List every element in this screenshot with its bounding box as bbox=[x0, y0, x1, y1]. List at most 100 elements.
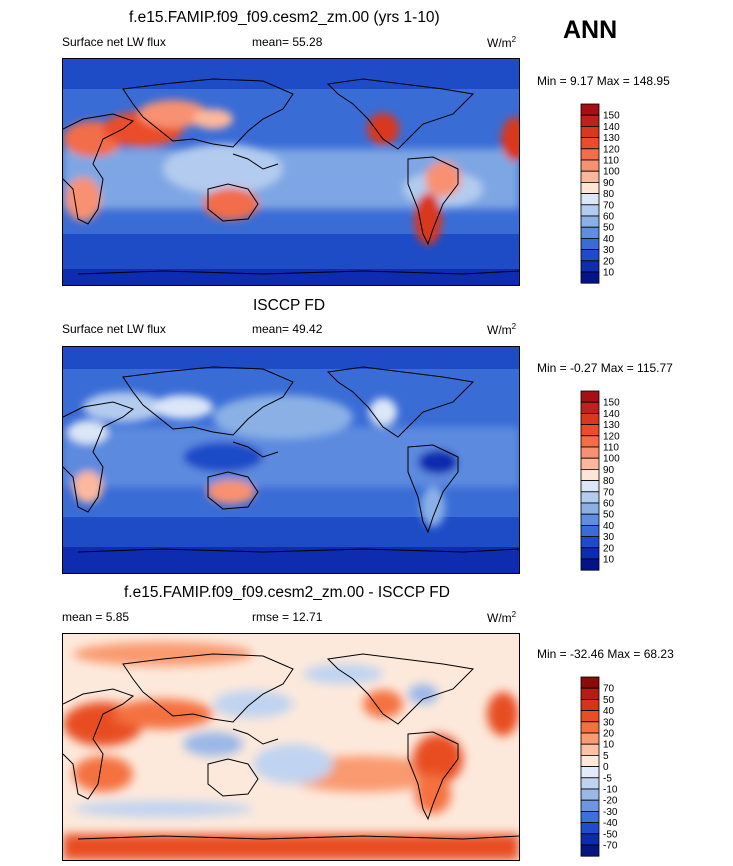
panel-2-colorbar-box bbox=[580, 401, 600, 414]
panel-3-colorbar: 70 50 40 30 20 10 5 0 -5 -10 -20 -30 -40 -50 -70 bbox=[580, 676, 640, 865]
panel-1-colorbar-box bbox=[580, 170, 600, 183]
panel-1-colorbar-label: 80 bbox=[603, 189, 615, 200]
panel-2-colorbar-box bbox=[580, 435, 600, 448]
panel-2-colorbar-label: 60 bbox=[603, 499, 615, 510]
panel-2-colorbar-label: 20 bbox=[603, 543, 615, 554]
panel-1-colorbar-label: 90 bbox=[603, 178, 615, 189]
panel-2-units: W/m2 bbox=[487, 322, 517, 337]
panel-3-colorbar-box bbox=[580, 810, 600, 823]
panel-2-colorbar-label: 30 bbox=[603, 532, 615, 543]
panel-3-colorbar-label: 40 bbox=[603, 706, 615, 717]
panel-1-colorbar-box bbox=[580, 260, 600, 273]
panel-1-minmax: Min = 9.17 Max = 148.95 bbox=[537, 74, 670, 88]
panel-2-colorbar-box bbox=[580, 412, 600, 425]
panel-3-colorbar-box bbox=[580, 755, 600, 768]
panel-3-colorbar-box bbox=[580, 743, 600, 756]
panel-1-colorbar-box bbox=[580, 103, 600, 116]
panel-3-units: W/m2 bbox=[487, 610, 517, 625]
panel-2-colorbar-box bbox=[580, 424, 600, 437]
panel-1-colorbar-label: 30 bbox=[603, 245, 615, 256]
panel-1-colorbar: 150 140 130 120 110 100 90 80 70 60 50 40 30 20 10 bbox=[580, 103, 640, 292]
panel-3-minmax: Min = -32.46 Max = 68.23 bbox=[537, 647, 674, 661]
panel-1-colorbar-box bbox=[580, 114, 600, 127]
panel-3-mean: mean = 5.85 bbox=[62, 610, 130, 624]
panel-3-rmse: rmse = 12.71 bbox=[252, 610, 323, 624]
panel-2-colorbar-box bbox=[580, 469, 600, 482]
panel-1-colorbar-box bbox=[580, 137, 600, 150]
panel-3-colorbar-box bbox=[580, 766, 600, 779]
panel-2-colorbar-box bbox=[580, 513, 600, 526]
panel-3-colorbar-label: -70 bbox=[603, 841, 618, 852]
panel-3-colorbar-box bbox=[580, 676, 600, 689]
panel-2-colorbar-box bbox=[580, 446, 600, 459]
panel-2-colorbar-label: 150 bbox=[603, 398, 620, 409]
panel-2-mean: mean= 49.42 bbox=[252, 322, 323, 336]
panel-1-colorbar-box bbox=[580, 159, 600, 172]
panel-3-colorbar-box bbox=[580, 777, 600, 790]
panel-1-title: f.e15.FAMIP.f09_f09.cesm2_zm.00 (yrs 1-1… bbox=[129, 9, 440, 26]
panel-1-colorbar-box bbox=[580, 148, 600, 161]
panel-2-map bbox=[62, 346, 520, 574]
panel-1-colorbar-box bbox=[580, 125, 600, 138]
panel-2-colorbar-label: 110 bbox=[603, 443, 619, 454]
panel-1-colorbar-label: 100 bbox=[603, 167, 620, 178]
panel-1-colorbar-box bbox=[580, 193, 600, 206]
panel-2-colorbar-label: 40 bbox=[603, 521, 615, 532]
panel-1-colorbar-box bbox=[580, 182, 600, 195]
panel-2-colorbar-box bbox=[580, 524, 600, 537]
panel-1-colorbar-box bbox=[580, 215, 600, 228]
panel-3-colorbar-label: 50 bbox=[603, 695, 615, 706]
panel-3-colorbar-box bbox=[580, 844, 600, 857]
panel-1-colorbar-label: 60 bbox=[603, 212, 615, 223]
panel-2-colorbar-label: 140 bbox=[603, 409, 620, 420]
panel-2-colorbar-box bbox=[580, 457, 600, 470]
panel-1-colorbar-box bbox=[580, 237, 600, 250]
panel-1-colorbar-box bbox=[580, 226, 600, 239]
panel-2-colorbar: 150 140 130 120 110 100 90 80 70 60 50 40 30 20 10 bbox=[580, 390, 640, 579]
panel-2-colorbar-box bbox=[580, 390, 600, 403]
panel-3-colorbar-box bbox=[580, 710, 600, 723]
panel-2-colorbar-label: 50 bbox=[603, 510, 615, 521]
panel-2-colorbar-box bbox=[580, 491, 600, 504]
panel-2-colorbar-box bbox=[580, 502, 600, 515]
panel-3-colorbar-label: -20 bbox=[603, 796, 618, 807]
panel-2-colorbar-label: 70 bbox=[603, 487, 615, 498]
panel-1-units: W/m2 bbox=[487, 35, 517, 50]
panel-1-mean: mean= 55.28 bbox=[252, 35, 323, 49]
panel-2-left-label: Surface net LW flux bbox=[62, 322, 166, 336]
panel-3-colorbar-label: -30 bbox=[603, 807, 618, 818]
panel-1-colorbar-label: 10 bbox=[603, 268, 615, 279]
panel-1-colorbar-box bbox=[580, 249, 600, 262]
panel-2-colorbar-box bbox=[580, 558, 600, 571]
panel-2-colorbar-label: 90 bbox=[603, 465, 615, 476]
panel-3-colorbar-label: -10 bbox=[603, 785, 618, 796]
panel-1-colorbar-label: 130 bbox=[603, 133, 620, 144]
panel-3-colorbar-box bbox=[580, 788, 600, 801]
panel-2-colorbar-label: 80 bbox=[603, 476, 615, 487]
panel-3-title: f.e15.FAMIP.f09_f09.cesm2_zm.00 - ISCCP … bbox=[124, 584, 450, 601]
panel-3-colorbar-label: 0 bbox=[603, 762, 609, 773]
panel-3-colorbar-label: 10 bbox=[603, 740, 615, 751]
panel-2-colorbar-label: 120 bbox=[603, 431, 620, 442]
panel-1-colorbar-label: 70 bbox=[603, 200, 615, 211]
panel-1-map bbox=[62, 58, 520, 286]
panel-3-colorbar-box bbox=[580, 799, 600, 812]
panel-1-colorbar-box bbox=[580, 204, 600, 217]
panel-3-colorbar-label: 30 bbox=[603, 717, 615, 728]
panel-1-colorbar-label: 150 bbox=[603, 111, 620, 122]
panel-1-colorbar-label: 20 bbox=[603, 256, 615, 267]
panel-3-colorbar-label: 70 bbox=[603, 684, 615, 695]
panel-3-map bbox=[62, 633, 520, 861]
panel-2-minmax: Min = -0.27 Max = 115.77 bbox=[537, 361, 673, 375]
panel-1-colorbar-label: 110 bbox=[603, 156, 619, 167]
panel-1-colorbar-label: 140 bbox=[603, 122, 620, 133]
panel-3-colorbar-label: -5 bbox=[603, 773, 612, 784]
panel-3-colorbar-label: -50 bbox=[603, 829, 618, 840]
panel-2-colorbar-box bbox=[580, 480, 600, 493]
season-label: ANN bbox=[563, 16, 618, 44]
panel-2-colorbar-box bbox=[580, 547, 600, 560]
panel-3-colorbar-box bbox=[580, 822, 600, 835]
panel-1-colorbar-box bbox=[580, 271, 600, 284]
